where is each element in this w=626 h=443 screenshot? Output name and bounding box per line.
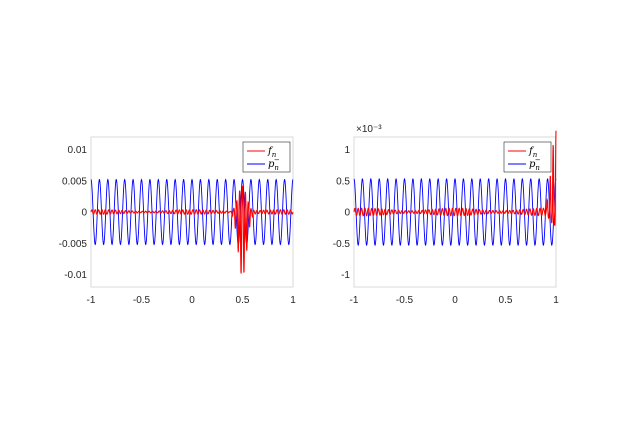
legend-sub: n	[272, 151, 277, 159]
y-tick-label: -1	[341, 270, 350, 281]
legend-label-fn: fn	[267, 146, 277, 159]
legend-label-pn: pn−	[268, 156, 280, 172]
legend: fn pn−	[242, 141, 291, 173]
y-tick-label: -0.005	[59, 239, 88, 250]
plot-layer	[90, 178, 294, 274]
tick-layer: -1 -0.5 0 0.5 1 -1 -0.5 0 0.5 1	[333, 145, 559, 306]
legend-sup: −	[535, 156, 541, 164]
x-tick-label: -0.5	[396, 295, 414, 306]
y-exponent-label: ×10⁻³	[356, 124, 382, 135]
plot-layer	[353, 130, 557, 246]
x-tick-label: -0.5	[133, 295, 151, 306]
y-tick-label: 0	[344, 208, 350, 219]
series-line-pn	[90, 178, 294, 246]
x-tick-label: -1	[87, 295, 96, 306]
x-tick-label: 1	[553, 295, 559, 306]
legend: fn pn−	[503, 141, 552, 173]
chart-left: -0.01 -0.005 0 0.005 0.01 -1 -0.5 0 0.5 1 fn pn−	[59, 136, 297, 306]
y-tick-label: 0.01	[68, 145, 88, 156]
x-tick-label: -1	[350, 295, 359, 306]
series-line-pn	[353, 177, 557, 246]
legend-sub: n	[533, 151, 538, 159]
x-tick-label: 0.5	[236, 295, 250, 306]
x-tick-label: 0	[452, 295, 458, 306]
legend-box	[503, 141, 552, 173]
y-tick-label: 0.5	[336, 176, 350, 187]
x-tick-label: 1	[290, 295, 296, 306]
legend-sub: n	[274, 164, 279, 172]
y-tick-label: 1	[344, 145, 350, 156]
legend-main: p	[268, 159, 275, 170]
x-tick-label: 0	[189, 295, 195, 306]
legend-main: f	[528, 146, 535, 157]
y-tick-label: -0.01	[64, 270, 87, 281]
legend-sub: n	[535, 164, 540, 172]
series-line-fn	[90, 185, 294, 274]
series-line-fn	[353, 130, 557, 226]
legend-sup: −	[274, 156, 280, 164]
tick-layer: -0.01 -0.005 0 0.005 0.01 -1 -0.5 0 0.5 1	[59, 145, 297, 306]
legend-label-pn: pn−	[529, 156, 541, 172]
y-tick-label: 0	[81, 208, 87, 219]
legend-box	[242, 141, 291, 173]
y-tick-label: -0.5	[333, 239, 351, 250]
legend-main: p	[529, 159, 536, 170]
legend-label-fn: fn	[528, 146, 538, 159]
y-tick-label: 0.005	[62, 176, 87, 187]
x-tick-label: 0.5	[499, 295, 513, 306]
chart-right: -1 -0.5 0 0.5 1 -1 -0.5 0 0.5 1 ×10⁻³ fn pn−	[333, 124, 559, 306]
legend-main: f	[267, 146, 274, 157]
